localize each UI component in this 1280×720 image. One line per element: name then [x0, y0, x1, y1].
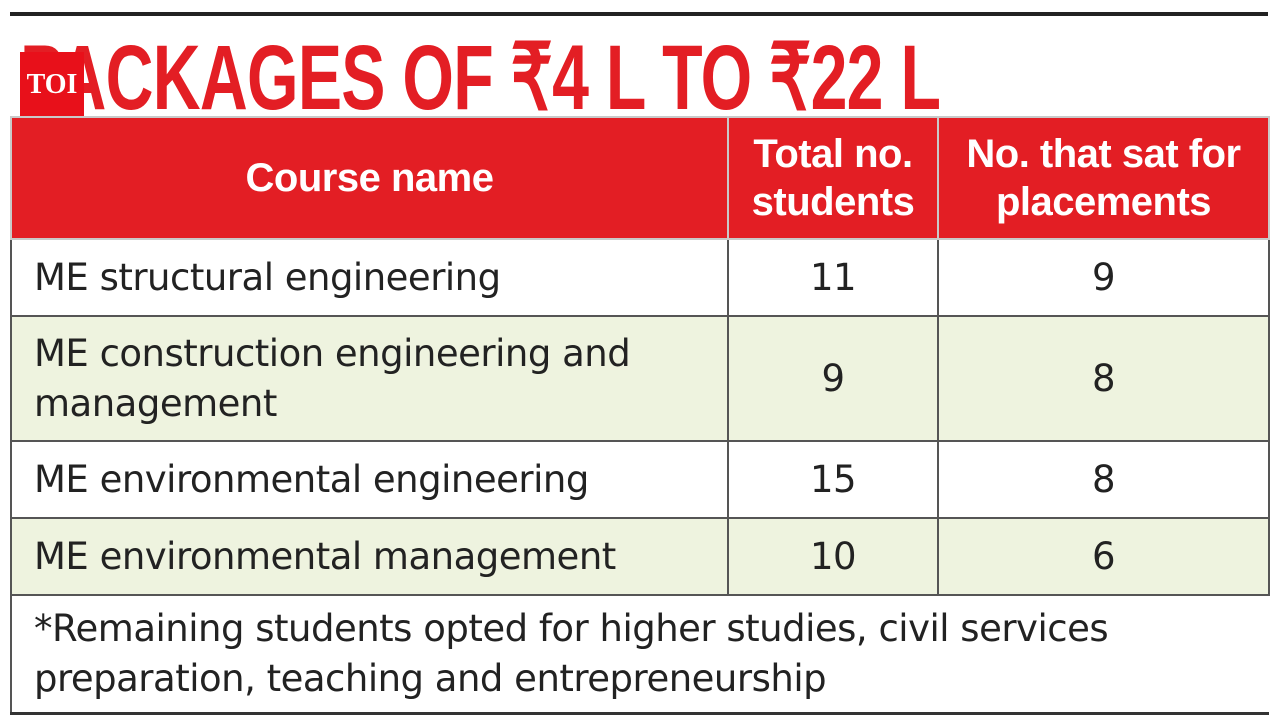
table-row: ME environmental engineering 15 8: [10, 440, 1270, 519]
number-cell: 8: [937, 315, 1270, 442]
course-cell: ME structural engineering: [10, 238, 729, 317]
table-row: ME environmental management 10 6: [10, 517, 1270, 596]
logo: TOI: [20, 52, 84, 118]
number-cell: 9: [937, 238, 1270, 317]
table-row: ME construction engineering and manageme…: [10, 315, 1270, 442]
footnote: *Remaining students opted for higher stu…: [10, 594, 1269, 715]
number-cell: 6: [937, 517, 1270, 596]
number-cell: 15: [727, 440, 939, 519]
table-row: ME structural engineering 11 9: [10, 238, 1270, 317]
number-cell: 10: [727, 517, 939, 596]
number-cell: 9: [727, 315, 939, 442]
title: PACKAGES OF ₹4 L TO ₹22 L: [20, 27, 941, 129]
table: Course name Total no. students No. that …: [10, 116, 1270, 715]
header-cell: Total no. students: [727, 116, 939, 240]
header-cell: No. that sat for placements: [937, 116, 1270, 240]
course-cell: ME environmental engineering: [10, 440, 729, 519]
course-cell: ME environmental management: [10, 517, 729, 596]
header-row: Course name Total no. students No. that …: [10, 116, 1270, 240]
number-cell: 11: [727, 238, 939, 317]
course-cell: ME construction engineering and manageme…: [10, 315, 729, 442]
top-rule: [10, 12, 1268, 16]
header-cell: Course name: [10, 116, 729, 240]
number-cell: 8: [937, 440, 1270, 519]
